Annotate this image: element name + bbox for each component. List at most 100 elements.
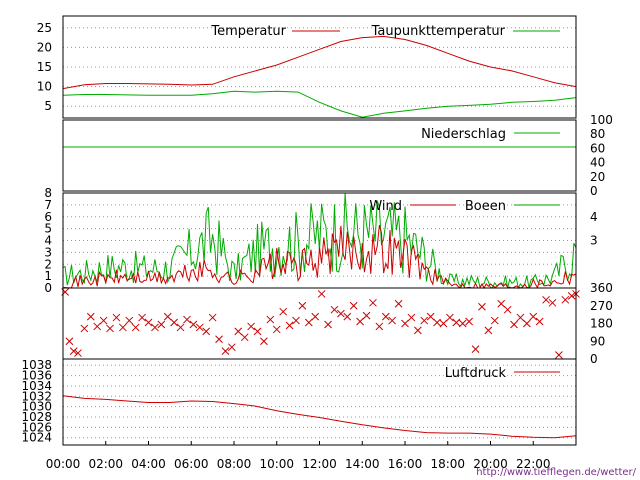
- wind-direction-marker: [272, 325, 281, 334]
- temp-y-tick: 20: [37, 40, 52, 54]
- time-tick-label: 14:00: [345, 457, 380, 471]
- wind-direction-marker: [471, 345, 480, 353]
- wind-direction-marker: [189, 320, 198, 329]
- wind-direction-marker: [266, 315, 275, 324]
- wind-y-tick: 4: [44, 234, 52, 248]
- wind-direction-marker: [375, 322, 384, 331]
- wind-direction-marker: [208, 313, 217, 322]
- temp-y-tick: 10: [37, 80, 52, 94]
- wind-y-tick: 7: [44, 198, 52, 212]
- wind-direction-marker: [381, 312, 390, 321]
- wind-direction-marker: [465, 317, 473, 326]
- wind-direction-marker: [221, 347, 230, 355]
- wind-direction-marker: [247, 322, 255, 331]
- panel-frames: [62, 15, 577, 446]
- source-url: http://www.tiefflegen.de/wetter/: [476, 467, 636, 478]
- wind-direction-marker: [561, 295, 570, 304]
- wind-direction-marker: [542, 295, 550, 304]
- wind-direction-marker: [131, 323, 140, 332]
- wind-direction-marker: [484, 326, 493, 335]
- wind-direction-marker: [99, 316, 108, 325]
- wind-direction-marker: [125, 316, 134, 325]
- direction-y-tick: 180: [590, 317, 613, 331]
- pressure-y-tick: 1026: [21, 420, 52, 434]
- wind-direction-marker: [490, 316, 499, 325]
- wind-line: [62, 224, 577, 290]
- wind-direction-marker: [234, 327, 243, 336]
- time-tick-label: 10:00: [259, 457, 294, 471]
- wind-direction-marker: [144, 318, 153, 327]
- taupunkttemperatur-line: [62, 90, 577, 118]
- temperatur-line: [62, 35, 577, 90]
- wind-direction-marker: [356, 317, 364, 326]
- wind-y-tick: 8: [44, 186, 52, 200]
- wind-direction-marker: [176, 323, 185, 332]
- wind-direction-marker: [151, 323, 159, 332]
- wind-direction-marker: [343, 312, 352, 321]
- time-tick-label: 00:00: [46, 457, 81, 471]
- direction-y-tick: 360: [590, 281, 613, 295]
- wind-direction-marker: [304, 318, 313, 327]
- wind-direction-marker: [362, 311, 371, 320]
- wind-direction-marker: [65, 337, 74, 346]
- legend-temperatur: Temperatur: [210, 24, 286, 39]
- wind-direction-marker: [253, 327, 262, 336]
- temp-y-tick: 25: [37, 21, 52, 35]
- time-tick-label: 06:00: [174, 457, 209, 471]
- temp-y-tick: 15: [37, 60, 52, 74]
- wind-direction-marker: [298, 301, 307, 310]
- wind-direction-marker: [228, 343, 236, 352]
- wind-direction-marker: [407, 313, 416, 322]
- precip-y-tick: 60: [590, 141, 605, 155]
- wind-direction-marker: [138, 313, 146, 322]
- wind-direction-marker: [202, 327, 211, 336]
- wind-direction-marker: [452, 318, 461, 327]
- time-tick-label: 18:00: [430, 457, 465, 471]
- wind-direction-marker: [388, 316, 397, 325]
- direction-y-tick: 90: [590, 334, 605, 348]
- wind-direction-marker: [260, 337, 268, 346]
- precip-y-tick: 80: [590, 127, 605, 141]
- legend-boeen: Boeen: [465, 199, 506, 214]
- wind-direction-marker: [337, 309, 345, 318]
- wind-right-tick: 3: [590, 234, 598, 248]
- wind-direction-marker: [170, 318, 179, 327]
- precip-y-tick: 100: [590, 113, 613, 127]
- time-tick-label: 12:00: [302, 457, 337, 471]
- time-tick-label: 04:00: [131, 457, 166, 471]
- wind-direction-marker: [112, 313, 121, 322]
- precip-y-tick: 20: [590, 170, 605, 184]
- wind-direction-marker: [516, 313, 525, 322]
- wind-direction-marker: [93, 322, 102, 331]
- wind-direction-marker: [118, 323, 127, 332]
- wind-direction-marker: [548, 298, 557, 307]
- wind-direction-marker: [433, 318, 441, 327]
- wind-direction-marker: [522, 319, 531, 328]
- panel-frame: [62, 15, 577, 119]
- pressure-y-tick: 1024: [21, 431, 52, 445]
- wind-right-tick: 4: [590, 210, 598, 224]
- wind-y-tick: 0: [44, 281, 52, 295]
- wind-y-tick: 2: [44, 257, 52, 271]
- wind-direction-marker: [555, 351, 563, 359]
- legend-luftdruck: Luftdruck: [445, 366, 507, 381]
- luftdruck-line: [62, 395, 577, 439]
- wind-direction-marker: [324, 320, 332, 329]
- precip-y-tick: 0: [590, 184, 598, 198]
- wind-direction-marker: [240, 333, 249, 342]
- wind-direction-marker: [86, 312, 95, 321]
- chart-series: [61, 35, 580, 439]
- wind-direction-marker: [420, 316, 429, 325]
- pressure-y-tick: 1028: [21, 410, 52, 424]
- wind-direction-marker: [106, 324, 114, 333]
- pressure-y-tick: 1038: [21, 358, 52, 372]
- wind-direction-marker: [195, 323, 204, 332]
- wind-direction-marker: [458, 319, 467, 328]
- pressure-y-tick: 1032: [21, 389, 52, 403]
- pressure-y-tick: 1036: [21, 369, 52, 383]
- time-tick-label: 20:00: [473, 457, 508, 471]
- wind-direction-marker: [446, 313, 454, 322]
- wind-direction-marker: [317, 290, 326, 298]
- direction-y-tick: 0: [590, 352, 598, 366]
